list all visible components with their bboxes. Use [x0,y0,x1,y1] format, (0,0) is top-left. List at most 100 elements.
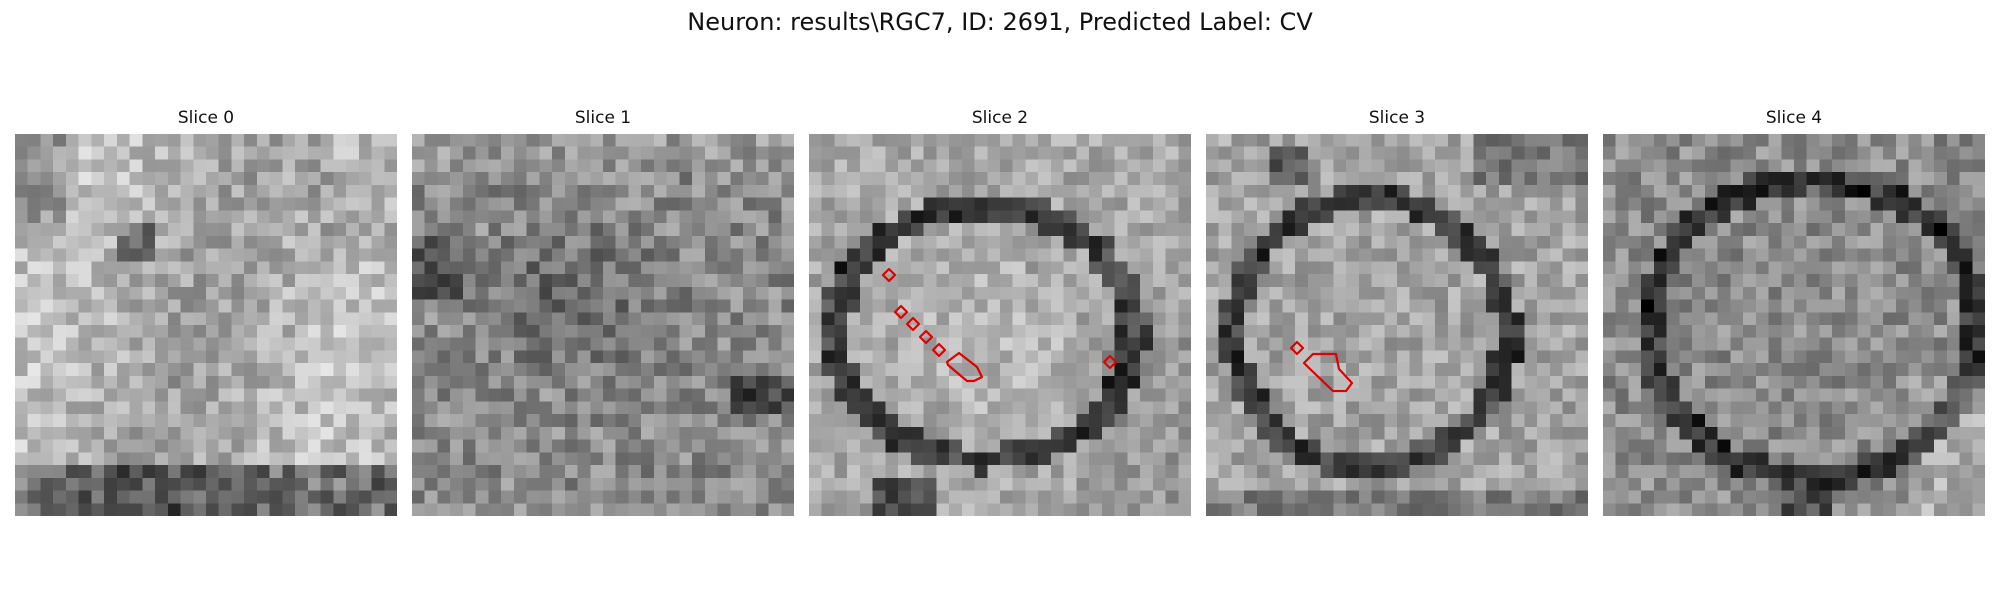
image-pixel [1178,350,1191,364]
image-pixel [1679,465,1693,478]
image-pixel [641,286,655,300]
image-pixel [526,210,540,224]
image-pixel [781,375,794,389]
image-pixel [1358,490,1372,504]
image-pixel [910,312,924,326]
image-pixel [1256,261,1270,275]
image-pixel [412,337,425,351]
image-pixel [1165,235,1179,249]
image-pixel [1422,197,1436,211]
image-pixel [104,134,118,147]
image-pixel [564,439,578,453]
image-pixel [577,134,591,147]
image-pixel [513,197,527,211]
image-pixel [1460,248,1474,262]
image-pixel [1397,248,1410,262]
image-pixel [821,286,835,300]
image-pixel [1152,134,1166,147]
image-pixel [1320,197,1334,211]
image-pixel [1537,312,1550,326]
image-pixel [218,439,232,453]
image-pixel [641,350,655,364]
image-pixel [641,477,655,491]
image-pixel [834,146,848,160]
image-pixel [501,401,515,415]
image-pixel [1666,337,1680,351]
image-pixel [974,503,988,516]
image-pixel [116,388,130,402]
image-pixel [628,350,642,364]
image-pixel [641,426,655,440]
image-pixel [872,350,886,364]
image-pixel [1946,286,1960,300]
image-pixel [346,299,359,313]
image-pixel [1895,388,1909,402]
image-pixel [1320,375,1334,389]
image-pixel [412,146,425,160]
image-pixel [1256,426,1270,440]
image-pixel [603,388,616,402]
image-pixel [269,350,283,364]
image-pixel [898,465,912,478]
image-pixel [1511,414,1525,428]
image-pixel [231,248,245,262]
image-pixel [1511,197,1525,211]
image-pixel [1256,503,1270,516]
image-pixel [692,134,706,147]
image-pixel [488,261,502,275]
image-pixel [1641,184,1655,198]
image-pixel [1794,286,1807,300]
image-pixel [949,159,962,173]
image-pixel [1844,414,1858,428]
image-pixel [320,274,334,287]
image-pixel [371,325,385,338]
image-pixel [577,248,591,262]
image-pixel [781,210,794,224]
image-pixel [910,401,924,415]
image-pixel [1397,184,1410,198]
image-pixel [1549,159,1563,173]
image-pixel [898,363,912,377]
image-pixel [244,299,258,313]
image-pixel [1883,426,1897,440]
image-pixel [526,414,540,428]
image-pixel [320,325,334,338]
image-pixel [885,414,899,428]
image-pixel [1358,503,1372,516]
image-pixel [1165,388,1179,402]
image-pixel [1628,465,1642,478]
image-pixel [679,350,693,364]
image-pixel [295,388,309,402]
image-pixel [488,248,502,262]
image-pixel [295,414,309,428]
image-pixel [781,490,794,504]
image-pixel [809,363,822,377]
image-pixel [949,184,962,198]
image-pixel [1603,274,1616,287]
image-pixel [859,375,873,389]
image-pixel [847,286,861,300]
image-pixel [1409,414,1423,428]
image-pixel [1781,477,1795,491]
image-pixel [1921,159,1935,173]
image-pixel [755,197,769,211]
image-pixel [564,414,578,428]
image-pixel [923,375,937,389]
image-pixel [371,337,385,351]
image-pixel [936,350,950,364]
image-pixel [1946,312,1960,326]
image-pixel [1857,299,1871,313]
image-pixel [1050,248,1064,262]
image-pixel [974,159,988,173]
image-pixel [1384,197,1398,211]
image-pixel [1549,248,1563,262]
image-pixel [1333,350,1347,364]
image-pixel [346,325,359,338]
image-pixel [1768,426,1782,440]
image-pixel [1256,375,1270,389]
image-pixel [1140,261,1153,275]
image-pixel [1152,261,1166,275]
image-pixel [730,146,744,160]
image-pixel [1295,172,1309,186]
image-pixel [1486,414,1500,428]
